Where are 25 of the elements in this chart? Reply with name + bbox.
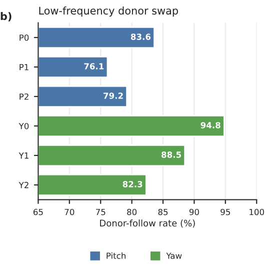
- data-label: 83.6: [130, 34, 151, 40]
- x-tick-label: 90: [189, 208, 199, 216]
- y-tick-label: Y2: [18, 182, 28, 188]
- y-tick-label: P0: [20, 34, 29, 41]
- x-tick-label: 100: [250, 208, 264, 216]
- x-tick-label: 95: [220, 208, 230, 216]
- data-label: 82.3: [122, 181, 142, 188]
- x-tick-label: 85: [158, 208, 168, 216]
- y-tick-label: P1: [20, 64, 28, 70]
- y-tick-label: P2: [20, 93, 28, 100]
- x-tick-label: 70: [64, 208, 74, 216]
- data-label: 76.1: [84, 63, 104, 70]
- legend-label: Pitch: [106, 252, 126, 259]
- legend-label: Yaw: [166, 252, 182, 259]
- data-label: 79.2: [104, 92, 123, 99]
- data-label: 88.5: [162, 152, 182, 158]
- x-tick-label: 75: [96, 208, 106, 216]
- x-axis-title: Donor-follow rate (%): [100, 220, 195, 228]
- x-tick-label: 80: [127, 208, 137, 216]
- y-tick-label: Y1: [18, 152, 28, 159]
- data-label: 94.8: [200, 122, 220, 128]
- chart-title: Low-frequency donor swap: [39, 6, 178, 17]
- x-tick-label: 65: [34, 208, 43, 216]
- text: b): [0, 12, 12, 22]
- y-tick-label: Y0: [18, 122, 29, 130]
